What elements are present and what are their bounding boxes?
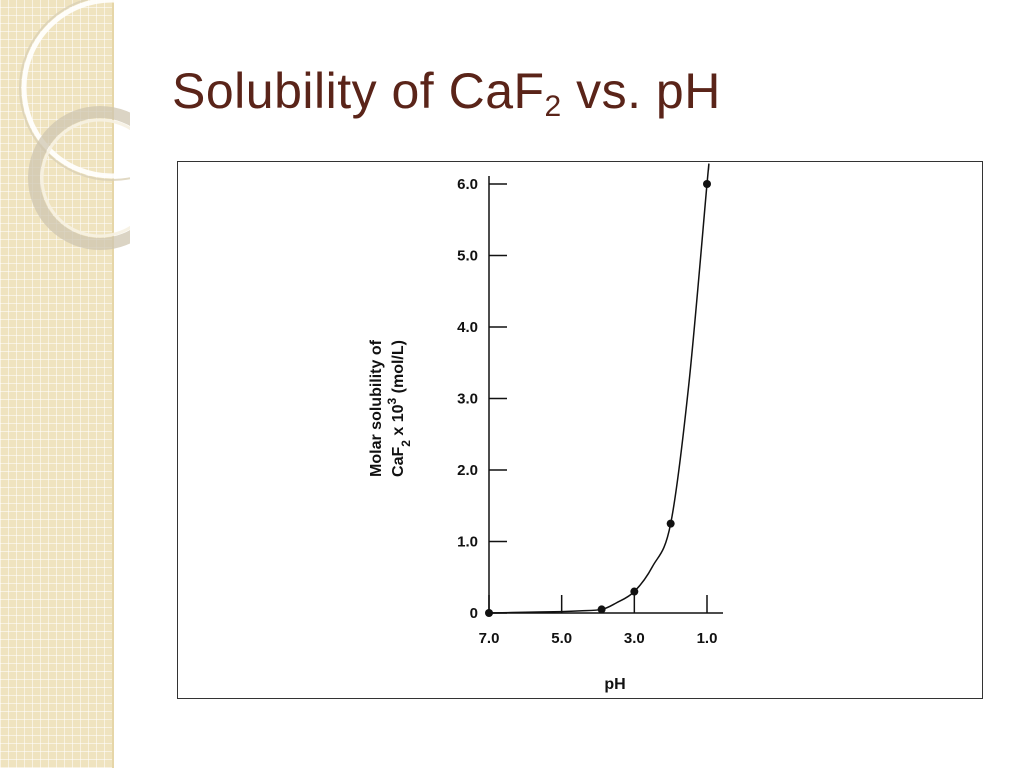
ylabel-sup: 3 bbox=[385, 397, 399, 404]
x-tick-label: 3.0 bbox=[624, 630, 645, 647]
title-rest: vs. pH bbox=[561, 63, 721, 119]
chart-frame: 0 1.0 2.0 3.0 4.0 5.0 6.0 7.0 5.0 3.0 1.0 pH Mola… bbox=[177, 161, 983, 699]
ylabel-caf: CaF bbox=[390, 447, 407, 477]
data-point bbox=[703, 180, 711, 188]
y-axis-label-line1: Molar solubility of bbox=[368, 339, 385, 477]
y-tick-label: 5.0 bbox=[457, 248, 478, 265]
slide-title: Solubility of CaF2 vs. pH bbox=[172, 62, 721, 124]
x-tick-label: 1.0 bbox=[697, 630, 718, 647]
ylabel-sub: 2 bbox=[399, 440, 413, 447]
x-tick-label: 7.0 bbox=[479, 630, 500, 647]
solubility-chart: 0 1.0 2.0 3.0 4.0 5.0 6.0 7.0 5.0 3.0 1.0 pH Mola… bbox=[368, 163, 723, 693]
y-axis-label: Molar solubility of CaF2 x 103 (mol/L) bbox=[368, 339, 413, 477]
y-axis-label-line2: CaF2 x 103 (mol/L) bbox=[385, 340, 413, 477]
ylabel-x10: x 10 bbox=[390, 404, 407, 440]
data-points bbox=[485, 180, 711, 617]
data-point bbox=[630, 587, 639, 596]
solubility-curve bbox=[488, 163, 710, 614]
y-tick-label: 6.0 bbox=[457, 176, 478, 193]
data-point bbox=[597, 605, 606, 614]
y-tick-label: 0 bbox=[470, 605, 478, 622]
y-tick-label: 1.0 bbox=[457, 534, 478, 551]
ylabel-units: (mol/L) bbox=[390, 340, 407, 398]
y-tick-label: 2.0 bbox=[457, 462, 478, 479]
title-subscript: 2 bbox=[544, 90, 562, 123]
y-tick-label: 3.0 bbox=[457, 391, 478, 408]
y-tick-label: 4.0 bbox=[457, 319, 478, 336]
x-tick-label: 5.0 bbox=[551, 630, 572, 647]
x-axis-label: pH bbox=[604, 676, 625, 693]
x-axis-ticks: 7.0 5.0 3.0 1.0 bbox=[479, 595, 718, 647]
data-point bbox=[485, 609, 493, 617]
data-point bbox=[666, 519, 675, 528]
y-axis-ticks: 0 1.0 2.0 3.0 4.0 5.0 6.0 bbox=[457, 176, 507, 622]
decorative-rings bbox=[19, 0, 130, 250]
title-main: Solubility of CaF bbox=[172, 63, 545, 119]
